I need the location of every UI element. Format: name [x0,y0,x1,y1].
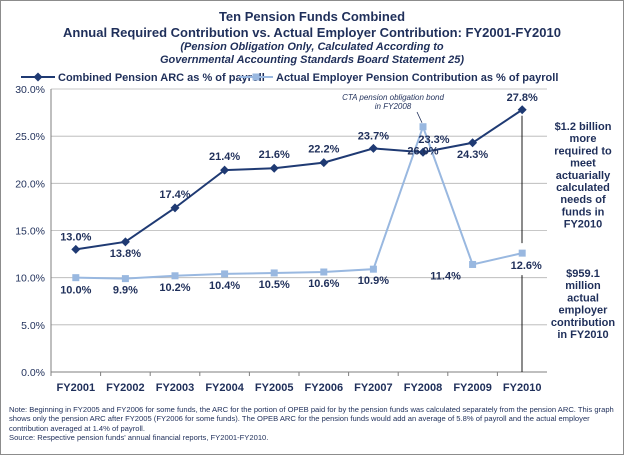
actual-annotation-text: contribution [551,317,615,329]
data-point [72,274,80,282]
data-label: 13.0% [60,231,91,243]
data-point [319,158,329,168]
gap-annotation-text: funds in [562,206,605,218]
gap-annotation-text: FY2010 [564,219,603,231]
data-point [221,270,229,278]
x-tick-label: FY2010 [503,382,542,394]
data-point [320,268,328,276]
data-label: 17.4% [159,189,190,201]
annotation-leader [416,111,423,123]
x-tick-label: FY2007 [354,382,393,394]
y-tick-label: 25.0% [15,131,45,143]
data-label: 11.4% [430,270,461,282]
legend-entry: Combined Pension ARC as % of payroll [58,72,265,84]
x-tick-label: FY2005 [255,382,294,394]
data-label: 21.6% [259,149,290,161]
data-label: 27.8% [507,92,538,104]
data-point [120,237,130,247]
data-label: 24.3% [457,149,488,161]
legend-marker [33,72,43,82]
data-point [369,265,377,273]
legend-marker [252,73,260,81]
data-point [517,105,527,115]
chart-title-line-2: Annual Required Contribution vs. Actual … [63,25,561,40]
legend-entry: Actual Employer Pension Contribution as … [276,72,558,84]
data-label: 23.3% [418,134,449,146]
y-tick-label: 0.0% [21,367,45,379]
x-tick-label: FY2002 [106,382,145,394]
gap-annotation-text: actuarially [556,170,611,182]
data-label: 21.4% [209,151,240,163]
x-tick-label: FY2001 [57,382,96,394]
data-point [171,272,179,280]
data-point [419,123,427,131]
annotation-text: CTA pension obligation bond [342,93,444,102]
data-label: 10.2% [159,282,190,294]
gap-annotation-text: calculated [556,182,610,194]
data-point [71,244,81,254]
actual-annotation-text: in FY2010 [557,329,608,341]
actual-annotation-text: actual [567,292,599,304]
data-point [368,143,378,153]
x-tick-label: FY2008 [404,382,443,394]
y-tick-label: 5.0% [21,320,45,332]
data-label: 10.4% [209,280,240,292]
chart-title-line-1: Ten Pension Funds Combined [218,9,406,24]
data-label: 26.0% [407,146,438,158]
data-label: 10.9% [358,275,389,287]
data-point [270,269,278,277]
data-label: 12.6% [511,260,542,272]
series-line-1 [75,108,523,251]
data-label: 9.9% [113,285,138,297]
chart-subtitle-line-2: Governmental Accounting Standards Board … [160,54,464,66]
gap-annotation-text: meet [570,158,596,170]
y-tick-label: 20.0% [15,178,45,190]
series-line-2 [75,123,523,280]
chart-note: Note: Beginning in FY2005 and FY2006 for… [9,405,617,443]
data-point [121,275,129,283]
actual-annotation-text: $959.1 [566,268,600,280]
source-text: Source: Respective pension funds' annual… [9,433,269,443]
gap-annotation-text: required to [554,145,612,157]
data-label: 22.2% [308,144,339,156]
data-point [518,249,526,257]
data-point [220,165,230,175]
data-label: 13.8% [110,248,141,260]
y-tick-label: 30.0% [15,84,45,96]
data-point [469,260,477,268]
gap-annotation-text: more [570,133,597,145]
data-label: 23.7% [358,130,389,142]
data-point [170,203,180,213]
x-tick-label: FY2006 [305,382,344,394]
y-tick-label: 15.0% [15,226,45,238]
actual-annotation-text: million [565,280,601,292]
data-label: 10.6% [308,278,339,290]
x-tick-label: FY2009 [453,382,492,394]
data-point [468,138,478,148]
data-point [418,147,428,157]
data-label: 10.0% [60,285,91,297]
actual-annotation-text: employer [559,305,609,317]
chart-subtitle-line-1: (Pension Obligation Only, Calculated Acc… [180,41,444,53]
data-label: 10.5% [259,279,290,291]
line-chart: 0.0% 5.0% 10.0% 15.0% 20.0% 25.0% 30.0% FY2001 F… [15,72,615,394]
x-tick-label: FY2004 [205,382,244,394]
gap-annotation-text: needs of [560,194,606,206]
note-text: Note: Beginning in FY2005 and FY2006 for… [9,405,614,433]
x-tick-label: FY2003 [156,382,195,394]
data-point [269,163,279,173]
y-tick-label: 10.0% [15,273,45,285]
gap-annotation-text: $1.2 billion [555,121,612,133]
annotation-text: in FY2008 [375,102,412,111]
